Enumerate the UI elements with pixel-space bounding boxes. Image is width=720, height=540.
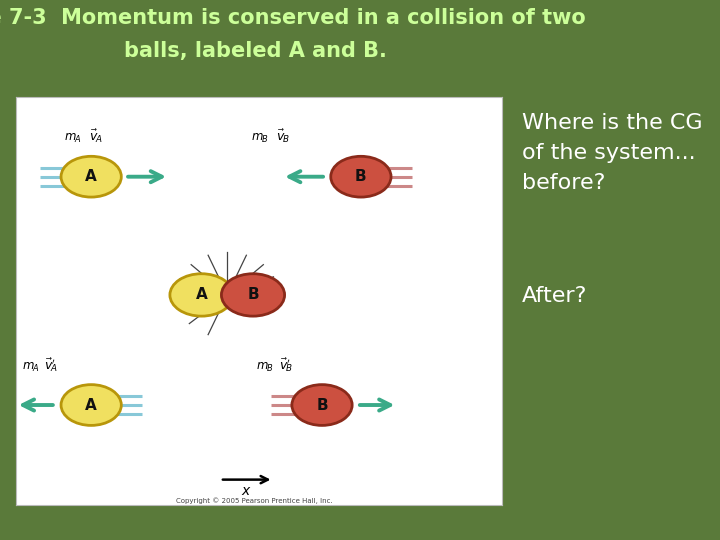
Text: $m_{\!B}$: $m_{\!B}$ [256,361,274,374]
Ellipse shape [222,274,284,316]
Text: $\vec{v}'\!_{\!A}$: $\vec{v}'\!_{\!A}$ [44,356,58,374]
Text: Where is the CG: Where is the CG [522,113,703,133]
Text: $m_{\!A}$: $m_{\!A}$ [64,132,81,145]
Text: After?: After? [522,286,588,306]
Text: A: A [85,169,97,184]
Text: $\vec{v}'\!_{\!B}$: $\vec{v}'\!_{\!B}$ [279,356,294,374]
Text: $\vec{v}_{\!B}$: $\vec{v}_{\!B}$ [276,128,289,145]
Ellipse shape [170,274,233,316]
Ellipse shape [292,384,352,426]
Text: $m_{\!B}$: $m_{\!B}$ [251,132,269,145]
Text: B: B [355,169,366,184]
Ellipse shape [61,156,121,197]
Text: $x$: $x$ [241,483,252,497]
Ellipse shape [61,384,121,426]
Text: Figure 7-3  Momentum is conserved in a collision of two: Figure 7-3 Momentum is conserved in a co… [0,8,585,28]
Text: A: A [196,287,207,302]
Text: of the system...: of the system... [522,143,696,163]
Text: B: B [316,397,328,413]
Text: B: B [247,287,258,302]
Text: balls, labeled A and B.: balls, labeled A and B. [124,40,387,60]
Text: $m_{\!A}$: $m_{\!A}$ [22,361,39,374]
Text: A: A [85,397,97,413]
Text: before?: before? [522,173,606,193]
Ellipse shape [330,156,391,197]
Text: $\vec{v}_{\!A}$: $\vec{v}_{\!A}$ [89,128,102,145]
Text: Copyright © 2005 Pearson Prentice Hall, Inc.: Copyright © 2005 Pearson Prentice Hall, … [176,497,333,504]
